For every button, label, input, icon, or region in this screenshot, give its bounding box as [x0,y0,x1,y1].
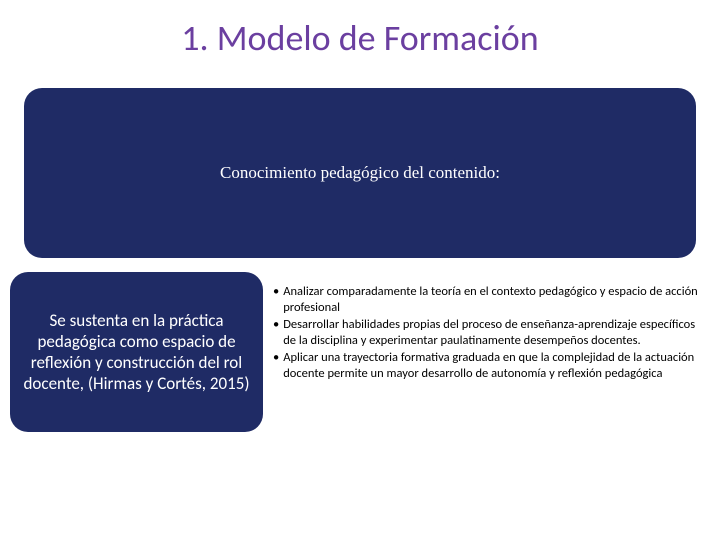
bullet-text: Analizar comparadamente la teoría en el … [283,284,700,316]
slide: 1. Modelo de Formación Conocimiento peda… [0,0,720,540]
bullet-text: Aplicar una trayectoria formativa gradua… [283,350,700,382]
list-item: • Aplicar una trayectoria formativa grad… [273,350,700,382]
top-concept-text: Conocimiento pedagógico del contenido: [220,163,500,183]
bullet-marker: • [273,284,283,316]
bullet-marker: • [273,317,283,349]
bottom-row: Se sustenta en la práctica pedagógica co… [10,272,706,432]
left-support-text: Se sustenta en la práctica pedagógica co… [20,310,253,395]
bullet-list: • Analizar comparadamente la teoría en e… [263,272,706,383]
slide-title: 1. Modelo de Formación [0,16,720,60]
bullet-text: Desarrollar habilidades propias del proc… [283,317,700,349]
bullet-marker: • [273,350,283,382]
left-support-box: Se sustenta en la práctica pedagógica co… [10,272,263,432]
list-item: • Desarrollar habilidades propias del pr… [273,317,700,349]
top-concept-box: Conocimiento pedagógico del contenido: [24,88,696,258]
list-item: • Analizar comparadamente la teoría en e… [273,284,700,316]
